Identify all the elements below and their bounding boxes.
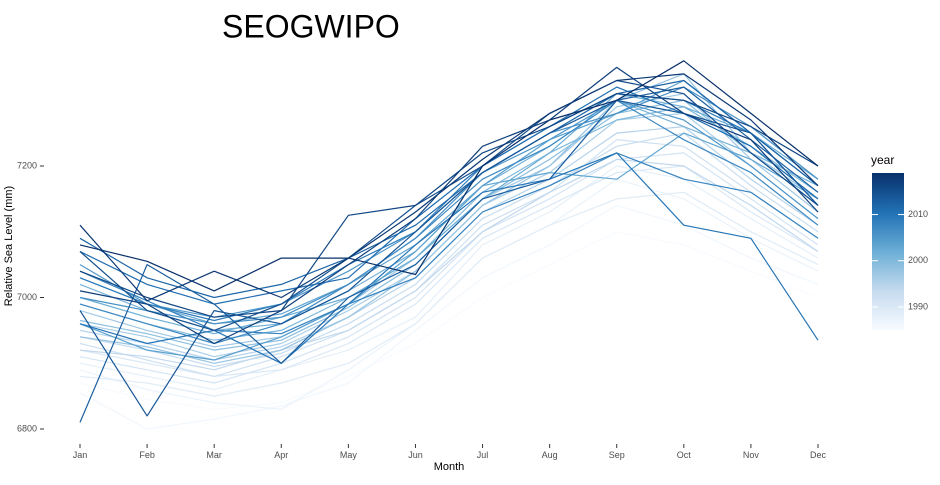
legend-ticks: 1990 2000 2010 — [872, 209, 928, 311]
series-line-2013 — [79, 86, 819, 423]
series-line-2019 — [79, 60, 819, 292]
series-line-1985 — [79, 231, 819, 410]
x-tick-label: Mar — [206, 450, 222, 460]
series-line-1991 — [79, 152, 819, 384]
legend-colorbar — [872, 173, 904, 330]
series-line-2010 — [79, 152, 819, 364]
x-tick-label: Feb — [139, 450, 155, 460]
series-line-1988 — [79, 165, 819, 391]
series-line-1993 — [79, 132, 819, 368]
series-line-2012 — [79, 79, 819, 299]
series-line-2014 — [79, 99, 819, 417]
series-line-1989 — [79, 191, 819, 397]
chart-title: SEOGWIPO — [222, 8, 400, 44]
series-line-2006 — [79, 86, 819, 325]
legend-tick-label: 2010 — [908, 209, 928, 219]
x-tick-label: Jan — [73, 450, 88, 460]
x-axis: Jan Feb Mar Apr May Jun Jul Aug Sep Oct Nov Dec — [73, 444, 827, 460]
series-line-2017 — [79, 66, 819, 345]
legend-title: year — [871, 153, 894, 167]
series-lines — [79, 60, 819, 430]
series-line-2002 — [79, 93, 819, 335]
series-line-2007 — [79, 99, 819, 345]
series-line-2011 — [79, 86, 819, 305]
series-line-2003 — [79, 132, 819, 325]
x-tick-label: Jun — [408, 450, 423, 460]
x-tick-label: Apr — [274, 450, 288, 460]
year-legend: year 1990 2000 2010 — [871, 153, 928, 330]
legend-tick-label: 1990 — [908, 301, 928, 311]
series-line-2018 — [79, 73, 819, 302]
x-tick-label: Sep — [609, 450, 625, 460]
y-tick-label: 6800 — [17, 423, 37, 433]
x-tick-label: Jul — [477, 450, 489, 460]
series-line-2016 — [79, 93, 819, 318]
series-line-2008 — [79, 152, 819, 335]
y-axis: 6800 7000 7200 — [17, 160, 44, 433]
x-tick-label: Oct — [677, 450, 692, 460]
series-line-1986 — [79, 204, 819, 430]
series-line-1995 — [79, 125, 819, 361]
series-line-1987 — [79, 178, 819, 410]
series-line-1992 — [79, 139, 819, 377]
y-axis-label: Relative Sea Level (mm) — [3, 186, 15, 306]
y-tick-label: 7000 — [17, 292, 37, 302]
series-line-1994 — [79, 158, 819, 371]
x-axis-label: Month — [434, 461, 465, 473]
x-tick-label: Nov — [743, 450, 760, 460]
x-tick-label: Dec — [810, 450, 827, 460]
x-tick-label: May — [340, 450, 358, 460]
series-line-2009 — [79, 93, 819, 322]
x-tick-label: Aug — [542, 450, 558, 460]
y-tick-label: 7200 — [17, 160, 37, 170]
legend-tick-label: 2000 — [908, 255, 928, 265]
series-line-1998 — [79, 73, 819, 364]
